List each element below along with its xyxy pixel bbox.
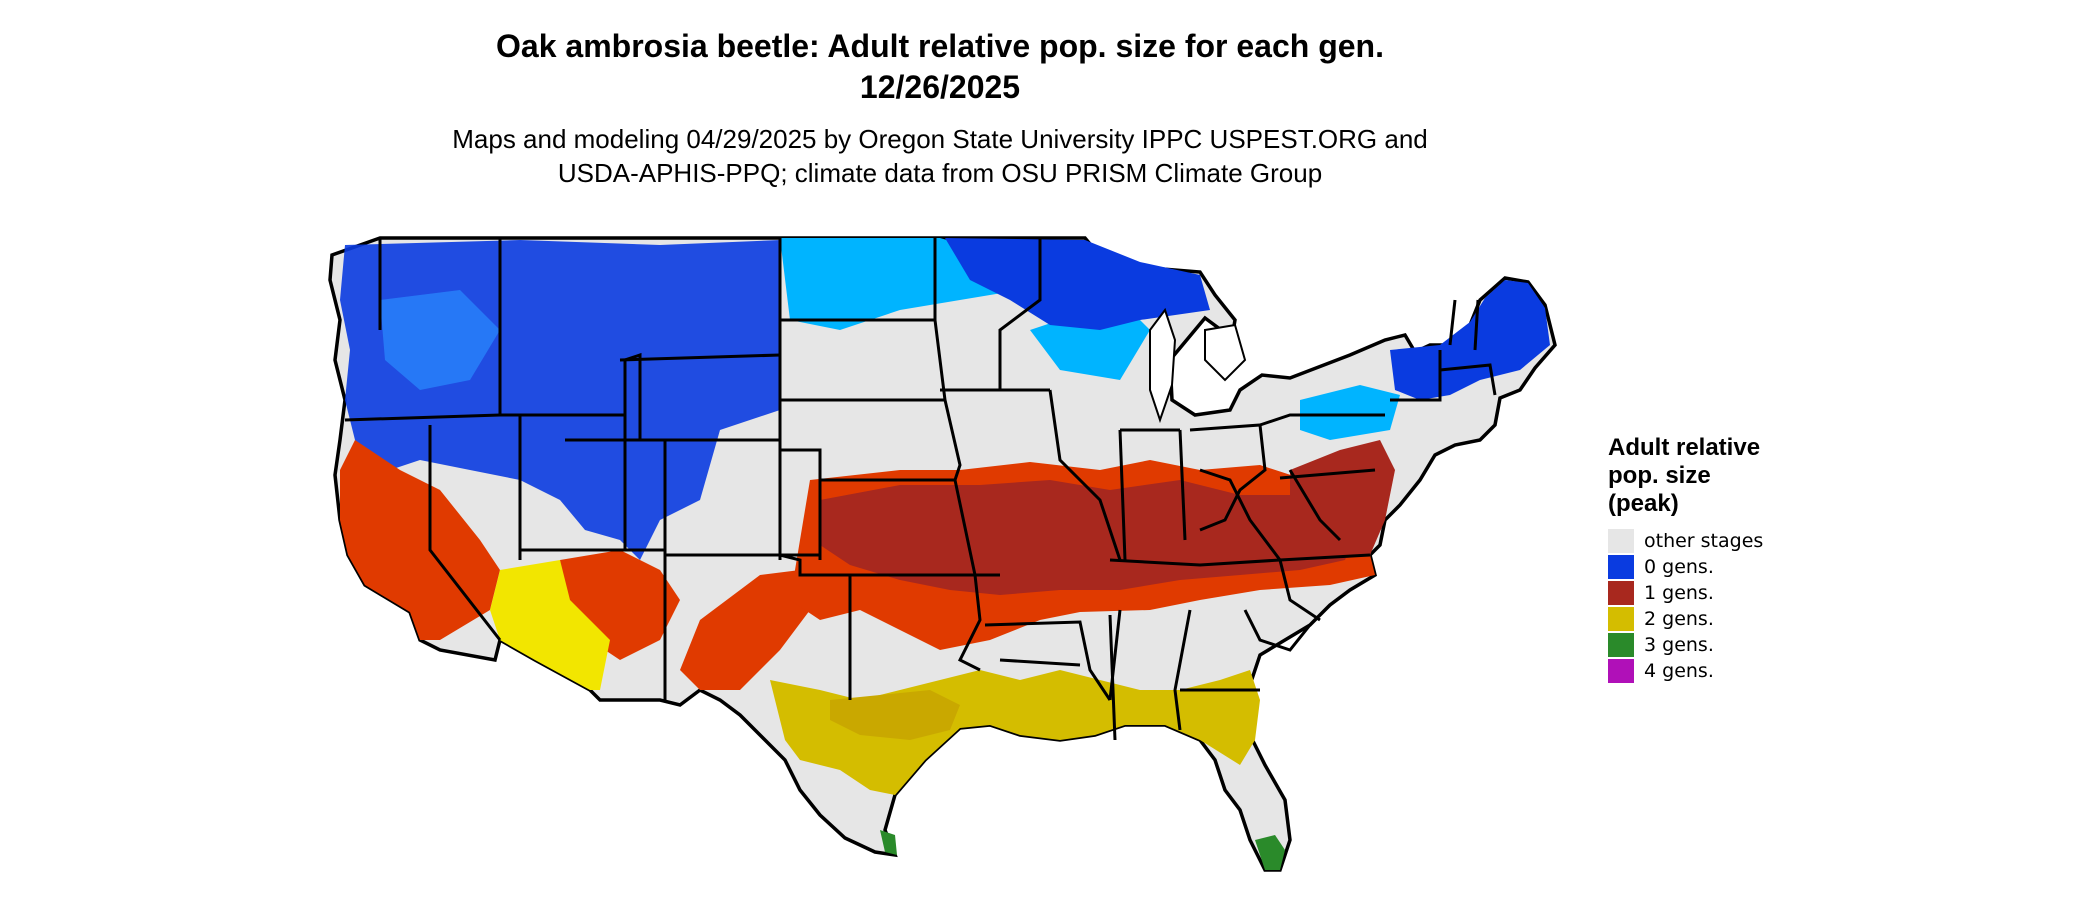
legend-label: other stages [1644, 530, 1764, 552]
title-date: 12/26/2025 [859, 69, 1021, 105]
zone-0-gens-light-1 [380, 290, 500, 390]
zone-0-gens-new-england [1390, 280, 1550, 400]
map-legend: Adult relative pop. size (peak) other st… [1608, 434, 1763, 684]
legend-swatch [1608, 633, 1634, 657]
zone-3-gens-florida [1255, 835, 1285, 870]
legend-title-line-2: pop. size [1608, 462, 1711, 489]
legend-item: 2 gens. [1608, 606, 1763, 632]
legend-label: 1 gens. [1644, 582, 1714, 604]
zone-2-gens-arizona [490, 560, 610, 690]
legend-label: 2 gens. [1644, 608, 1714, 630]
legend-label: 0 gens. [1644, 556, 1714, 578]
legend-swatch [1608, 529, 1634, 553]
legend-label: 4 gens. [1644, 660, 1714, 682]
zone-0-gens-ny-light [1300, 385, 1400, 440]
legend-item: 3 gens. [1608, 632, 1763, 658]
zone-1-gen-central-core [820, 480, 1360, 595]
title-line-1: Oak ambrosia beetle: Adult relative pop.… [496, 28, 1384, 64]
legend-title-line-3: (peak) [1608, 490, 1679, 517]
legend-items: other stages 0 gens. 1 gens. 2 gens. 3 gens.… [1608, 528, 1763, 684]
legend-title-line-1: Adult relative [1608, 434, 1761, 461]
legend-title: Adult relative pop. size (peak) [1608, 434, 1763, 518]
zone-2-gens-texas-core [830, 690, 960, 740]
chart-subtitle: Maps and modeling 04/29/2025 by Oregon S… [290, 122, 1590, 190]
zone-0-gens-great-lakes [945, 238, 1210, 330]
lake-huron-erie [1204, 323, 1247, 382]
legend-item: 0 gens. [1608, 554, 1763, 580]
zone-3-gens-texas-tip [880, 830, 897, 855]
lake-michigan [1149, 307, 1177, 424]
legend-item: 4 gens. [1608, 658, 1763, 684]
legend-swatch [1608, 659, 1634, 683]
chart-title: Oak ambrosia beetle: Adult relative pop.… [290, 26, 1590, 108]
legend-swatch [1608, 581, 1634, 605]
subtitle-line-2: USDA-APHIS-PPQ; climate data from OSU PR… [557, 158, 1323, 188]
legend-item: 1 gens. [1608, 580, 1763, 606]
legend-swatch [1608, 555, 1634, 579]
legend-item: other stages [1608, 528, 1763, 554]
state-boundaries [344, 238, 1497, 741]
subtitle-line-1: Maps and modeling 04/29/2025 by Oregon S… [452, 124, 1428, 154]
legend-label: 3 gens. [1644, 634, 1714, 656]
zone-1-gen-plains-west [680, 570, 810, 690]
legend-swatch [1608, 607, 1634, 631]
